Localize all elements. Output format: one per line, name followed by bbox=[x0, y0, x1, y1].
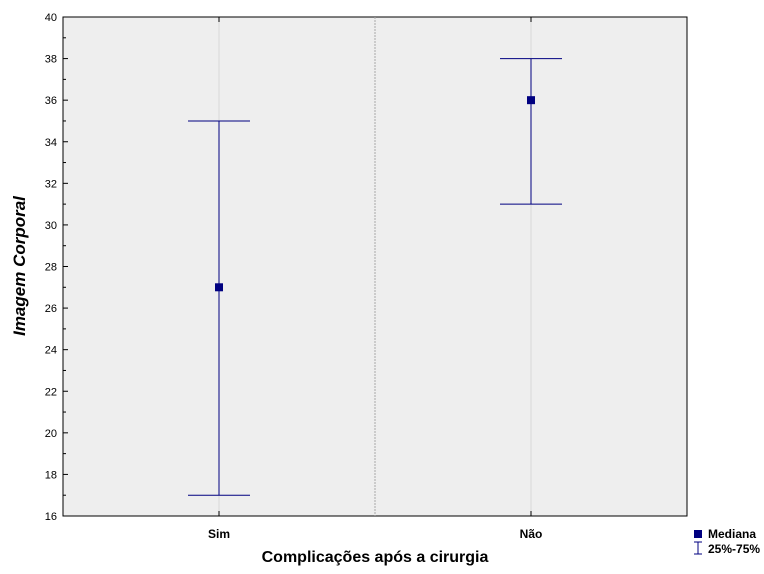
series-median-iqr bbox=[188, 58, 562, 496]
y-axis-title: Imagem Corporal bbox=[10, 195, 29, 336]
y-tick-label: 26 bbox=[45, 303, 57, 315]
x-category-label: Não bbox=[520, 527, 543, 541]
legend-median-marker bbox=[694, 530, 702, 538]
y-tick-label: 22 bbox=[45, 386, 57, 398]
y-tick-label: 18 bbox=[45, 469, 57, 481]
legend: Mediana 25%-75% bbox=[694, 527, 760, 556]
y-tick-label: 34 bbox=[45, 137, 57, 149]
y-tick-label: 28 bbox=[45, 262, 57, 274]
y-tick-label: 32 bbox=[45, 178, 57, 190]
y-tick-label: 16 bbox=[45, 511, 57, 523]
legend-range-label: 25%-75% bbox=[708, 542, 760, 556]
median-marker bbox=[527, 96, 535, 105]
x-axis: Sim Não bbox=[208, 17, 542, 541]
y-tick-label: 36 bbox=[45, 95, 57, 107]
y-tick-label: 24 bbox=[45, 345, 57, 357]
y-tick-label: 20 bbox=[45, 428, 57, 440]
y-tick-label: 38 bbox=[45, 54, 57, 66]
legend-median-label: Mediana bbox=[708, 527, 756, 541]
y-axis: 16 18 20 22 24 26 28 30 32 34 36 38 40 bbox=[45, 12, 68, 523]
median-marker bbox=[215, 283, 223, 292]
x-axis-title: Complicações após a cirurgia bbox=[262, 549, 489, 566]
x-category-label: Sim bbox=[208, 527, 230, 541]
y-tick-label: 30 bbox=[45, 220, 57, 232]
y-tick-label: 40 bbox=[45, 12, 57, 24]
